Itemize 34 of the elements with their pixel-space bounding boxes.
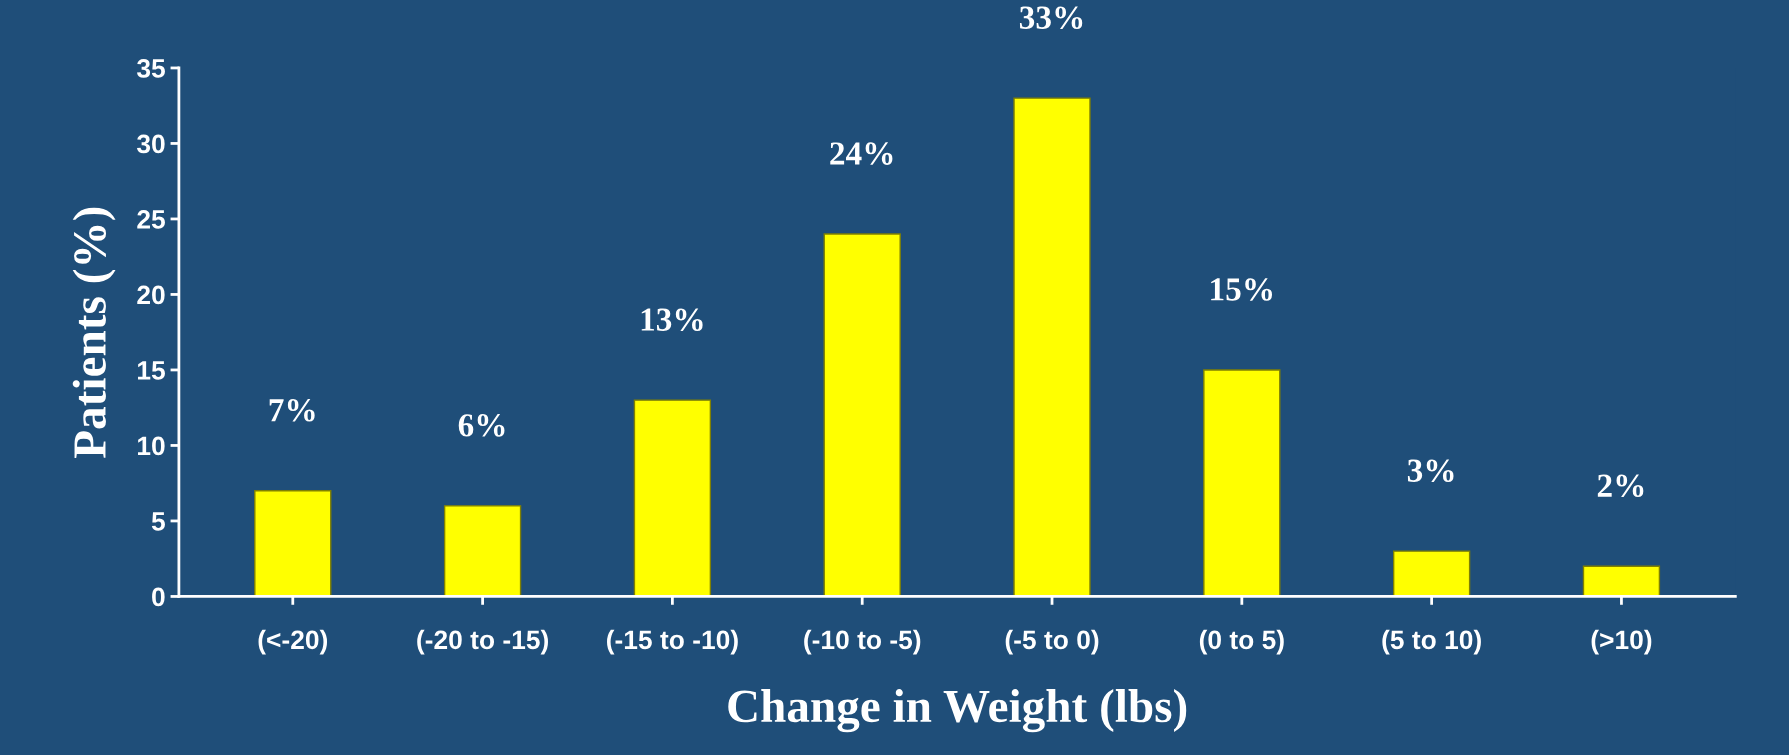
- data-label: 15%: [1211, 278, 1273, 301]
- x-tick-label: (5 to 10): [1382, 629, 1481, 655]
- y-tick-label: 0: [152, 587, 165, 607]
- x-tick-label: (-10 to -5): [804, 629, 921, 655]
- y-tick-label: 35: [136, 59, 165, 78]
- data-label: 6%: [458, 414, 505, 437]
- bar: [1392, 550, 1471, 597]
- bar: [633, 399, 712, 597]
- x-axis-title: Change in Weight (lbs): [728, 689, 1187, 733]
- bar: [1582, 565, 1661, 597]
- bar: [443, 505, 522, 597]
- bar: [1013, 97, 1091, 597]
- x-tick-label: (-15 to -10): [607, 629, 738, 655]
- data-label: 13%: [641, 308, 703, 331]
- data-label: 2%: [1597, 474, 1644, 498]
- y-tick-label: 10: [138, 436, 165, 456]
- y-tick-label: 15: [138, 361, 165, 380]
- bar: [1203, 369, 1281, 597]
- x-tick-label: (-20 to -15): [417, 629, 548, 655]
- y-tick-label: 20: [137, 285, 165, 305]
- bar: [823, 233, 901, 597]
- y-tick-label: 30: [136, 134, 165, 154]
- x-tick-label: (>10): [1591, 629, 1652, 655]
- data-label: 7%: [269, 398, 315, 422]
- bar: [254, 490, 332, 597]
- x-tick-label: (0 to 5): [1199, 629, 1284, 655]
- y-tick-label: 5: [151, 512, 165, 531]
- x-tick-label: (-5 to 0): [1005, 629, 1099, 655]
- y-axis-title: Patients (%): [72, 207, 116, 458]
- x-tick-label: (<-20): [258, 629, 328, 655]
- data-label: 33%: [1019, 6, 1083, 29]
- y-tick-label: 25: [137, 210, 165, 229]
- data-label: 24%: [830, 142, 893, 165]
- data-label: 3%: [1407, 459, 1454, 482]
